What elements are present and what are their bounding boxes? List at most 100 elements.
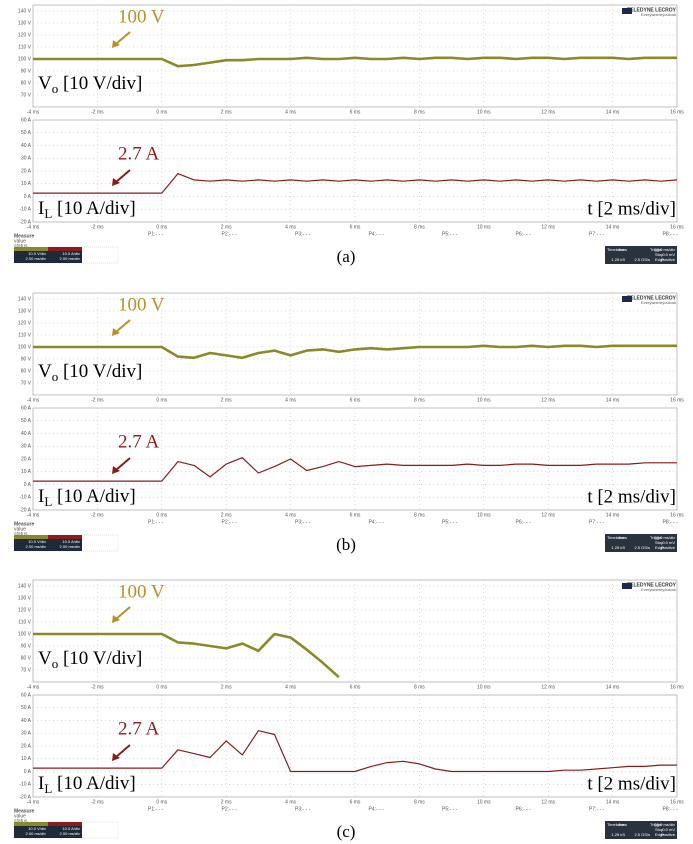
x-tick-label: 10 ms	[477, 397, 491, 403]
param-label: P3:- - -	[295, 519, 311, 525]
y-tick-label: 100 V	[18, 631, 32, 637]
axis-subscript: L	[44, 781, 52, 796]
x-tick-label: 14 ms	[606, 512, 620, 518]
x-tick-label: 10 ms	[477, 512, 491, 518]
x-tick-label: -2 ms	[91, 799, 104, 805]
x-tick-label: 10 ms	[477, 684, 491, 690]
y-tick-label: 80 V	[21, 655, 32, 661]
time-label: t [2 ms/div]	[587, 486, 676, 507]
param-label: P8:- - -	[663, 806, 679, 812]
x-tick-label: 0 ms	[156, 684, 167, 690]
time-label: t [2 ms/div]	[587, 198, 676, 219]
x-tick-label: 10 ms	[477, 109, 491, 115]
param-label: P1:- - -	[148, 806, 164, 812]
axis-label: IL [10 A/div]	[38, 486, 136, 509]
axis-subscript: L	[44, 206, 52, 221]
y-tick-label: 120 V	[18, 320, 32, 326]
annotation: 2.7 A	[118, 718, 159, 739]
axis-label: IL [10 A/div]	[38, 773, 136, 796]
y-tick-label: 90 V	[21, 356, 32, 362]
axis-unit: [10 A/div]	[52, 198, 135, 219]
x-tick-label: 2 ms	[221, 397, 232, 403]
annotation: 100 V	[118, 6, 165, 27]
y-tick-label: 40 A	[21, 718, 32, 724]
param-label: P2:- - -	[222, 806, 238, 812]
axis-unit: [10 V/div]	[58, 73, 142, 94]
param-label: P7:- - -	[589, 519, 605, 525]
y-tick-label: 20 A	[21, 456, 32, 462]
x-tick-label: 8 ms	[414, 684, 425, 690]
x-tick-label: 14 ms	[606, 397, 620, 403]
y-tick-label: -10 A	[19, 495, 31, 501]
x-tick-label: 8 ms	[414, 224, 425, 230]
x-tick-label: 10 ms	[477, 799, 491, 805]
annotation: 2.7 A	[118, 143, 159, 164]
y-tick-label: 10 A	[21, 181, 32, 187]
x-tick-label: 6 ms	[350, 684, 361, 690]
logo-mark	[622, 296, 632, 302]
y-tick-label: 0 A	[24, 482, 32, 488]
y-tick-label: 100 V	[18, 344, 32, 350]
channel-setting: 2.00 ms/div	[60, 544, 80, 549]
timebase-setting: 1.25 kS	[611, 257, 625, 262]
y-tick-label: 140 V	[18, 8, 32, 14]
channel-setting: 2.00 ms/div	[26, 831, 46, 836]
x-tick-label: 8 ms	[414, 799, 425, 805]
y-tick-label: 50 A	[21, 705, 32, 711]
x-tick-label: 0 ms	[156, 109, 167, 115]
axis-unit: [10 A/div]	[52, 486, 135, 507]
param-label: P8:- - -	[663, 231, 679, 237]
param-label: P1:- - -	[148, 519, 164, 525]
x-tick-label: 8 ms	[414, 397, 425, 403]
timebase-setting: Positive	[661, 832, 676, 837]
y-tick-label: 80 V	[21, 80, 32, 86]
y-tick-label: 20 A	[21, 168, 32, 174]
x-tick-label: 6 ms	[350, 799, 361, 805]
annotation: 100 V	[118, 294, 165, 315]
axis-subscript: L	[44, 494, 52, 509]
caption: (a)	[337, 247, 356, 266]
x-tick-label: 4 ms	[285, 397, 296, 403]
x-tick-label: -4 ms	[27, 224, 40, 230]
y-tick-label: 100 V	[18, 56, 32, 62]
y-tick-label: 110 V	[18, 332, 31, 338]
y-tick-label: 30 A	[21, 156, 32, 162]
x-tick-label: 6 ms	[350, 512, 361, 518]
y-tick-label: 140 V	[18, 296, 32, 302]
y-tick-label: -10 A	[19, 207, 31, 213]
y-tick-label: 30 A	[21, 731, 32, 737]
logo-tagline: Everywhereyoulook	[641, 587, 676, 592]
x-tick-label: 6 ms	[350, 109, 361, 115]
y-tick-label: 60 A	[21, 405, 32, 411]
axis-unit: [10 A/div]	[52, 773, 135, 794]
y-tick-label: 70 V	[21, 667, 32, 673]
timebase-setting: 2.5 GS/s	[634, 832, 650, 837]
y-tick-label: 120 V	[18, 32, 32, 38]
x-tick-label: 4 ms	[285, 799, 296, 805]
y-tick-label: 130 V	[18, 308, 32, 314]
y-tick-label: 10 A	[21, 469, 32, 475]
x-tick-label: 2 ms	[221, 799, 232, 805]
logo-mark	[622, 583, 632, 589]
y-tick-label: 60 A	[21, 692, 32, 698]
x-tick-label: -2 ms	[91, 512, 104, 518]
y-tick-label: 30 A	[21, 444, 32, 450]
x-tick-label: 16 ms	[670, 512, 684, 518]
y-tick-label: 120 V	[18, 607, 32, 613]
x-tick-label: 10 ms	[477, 224, 491, 230]
x-tick-label: 4 ms	[285, 684, 296, 690]
channel-setting: 2.00 ms/div	[26, 256, 46, 261]
param-label: P2:- - -	[222, 519, 238, 525]
y-tick-label: 0 A	[24, 194, 32, 200]
x-tick-label: 12 ms	[541, 224, 555, 230]
x-tick-label: 14 ms	[606, 684, 620, 690]
x-tick-label: 16 ms	[670, 799, 684, 805]
x-tick-label: -4 ms	[27, 512, 40, 518]
axis-unit: [10 V/div]	[58, 361, 142, 382]
y-tick-label: 130 V	[18, 20, 32, 26]
y-tick-label: 10 A	[21, 756, 32, 762]
annotation: 2.7 A	[118, 431, 159, 452]
channel-setting: 2.00 ms/div	[26, 544, 46, 549]
timebase-setting: 2.5 GS/s	[634, 545, 650, 550]
axis-symbol: V	[38, 361, 52, 382]
